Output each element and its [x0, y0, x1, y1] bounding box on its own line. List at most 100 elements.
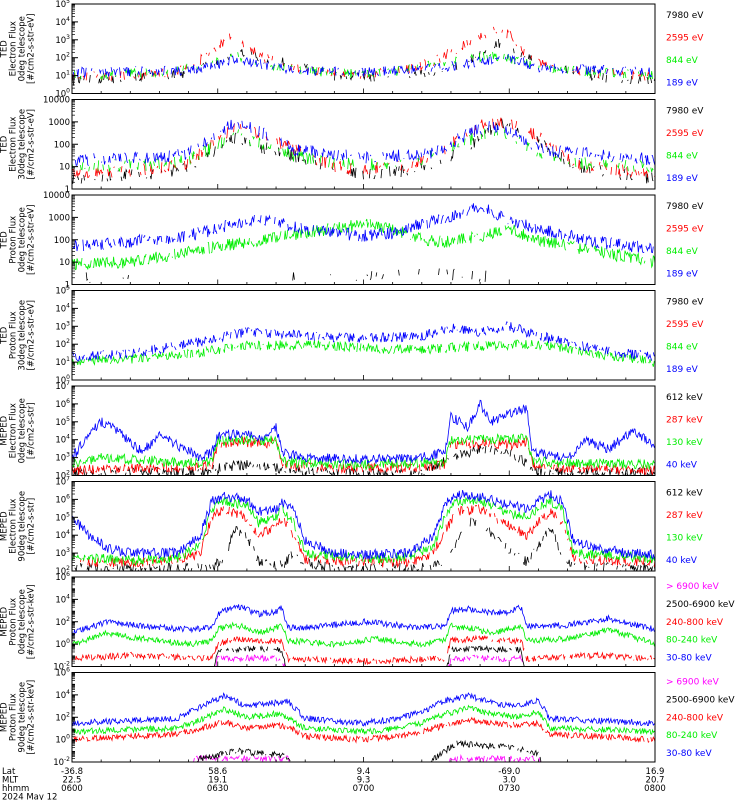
y-tick-label: 106: [55, 493, 70, 505]
panel-3: 1 10 100 1000 10000 TEDProton Flux0deg telesc…: [0, 191, 704, 291]
panel-8-series-2: [196, 739, 542, 762]
y-tick-label: 104: [55, 434, 70, 446]
y-axis-label: TEDProton Flux0deg telescope[#/cm2-s-str…: [0, 205, 37, 275]
legend-entry: 844 eV: [666, 56, 699, 66]
legend-entry: 2500-6900 keV: [666, 600, 735, 610]
panel-3-series-2: [72, 218, 655, 271]
legend-entry: 612 keV: [666, 489, 703, 499]
x-lat-label: 9.4: [357, 767, 371, 777]
panel-frame: [71, 576, 656, 667]
y-tick-label: 103: [55, 452, 70, 464]
y-axis-label: MEPEDElectron Flux0deg telescope[#/cm2-s…: [0, 398, 37, 463]
x-lat-label: 16.9: [646, 767, 665, 777]
y-tick-label: 104: [55, 689, 70, 701]
legend-entry: 30-80 keV: [666, 749, 712, 759]
panel-6-series-1: [74, 517, 655, 571]
y-tick-label: 10000: [43, 191, 70, 201]
panel-4: 100 101 102 103 104 105 TEDProton Flux30deg te…: [0, 285, 704, 387]
panel-2-series-3: [72, 128, 654, 173]
panel-1-series-3: [74, 51, 653, 81]
y-tick-label: 104: [55, 16, 70, 28]
y-tick-label: 101: [55, 356, 70, 368]
legend-entry: 2595 eV: [666, 34, 704, 44]
y-tick-label: 100: [55, 374, 70, 386]
y-tick-label: 105: [55, 285, 70, 297]
y-tick-label: 103: [55, 34, 70, 46]
legend-entry: 612 keV: [666, 393, 703, 403]
x-hhmm-label: 0700: [353, 784, 375, 794]
y-tick-label: 102: [55, 711, 70, 723]
legend-entry: 2595 eV: [666, 129, 704, 139]
x-row-label: Lat: [2, 767, 16, 777]
panel-8: 10-2 100 102 104 106 MEPEDProton Flux90deg te…: [0, 667, 735, 769]
x-lat-label: -36.8: [61, 767, 83, 777]
y-axis-label: MEPEDElectron Flux90deg telescope[#/cm2-…: [0, 491, 37, 562]
panel-7: 10-2 100 102 104 106 MEPEDProton Flux0deg tel…: [0, 571, 735, 673]
legend-entry: 287 keV: [666, 511, 703, 521]
panel-7-series-4: [72, 621, 655, 648]
x-mlt-label: 20.7: [646, 776, 665, 786]
y-tick-label: 102: [55, 616, 70, 628]
y-tick-label: 100: [54, 140, 70, 150]
y-tick-label: 104: [55, 529, 70, 541]
y-axis-label: MEPEDProton Flux90deg telescope[#/cm2-s-…: [0, 680, 37, 755]
y-tick-label: 100: [54, 236, 70, 246]
legend-entry: 130 keV: [666, 438, 703, 448]
y-tick-label: 10-2: [53, 756, 70, 768]
legend-entry: 844 eV: [666, 342, 699, 352]
x-row-label: hhmm: [2, 784, 29, 794]
y-tick-label: 10000: [43, 96, 70, 106]
y-tick-label: 105: [55, 416, 70, 428]
y-tick-label: 1: [65, 281, 70, 291]
y-tick-label: 107: [55, 380, 70, 392]
legend-entry: 7980 eV: [666, 298, 704, 308]
y-tick-label: 10: [59, 163, 70, 173]
y-tick-label: 102: [55, 470, 70, 482]
panel-6-series-3: [72, 495, 655, 566]
panel-5-series-2: [72, 436, 655, 476]
panel-8-series-3: [73, 716, 655, 744]
panel-5-series-1: [73, 444, 655, 476]
legend-entry: 189 eV: [666, 269, 699, 279]
panel-1: 100 101 102 103 104 105 TEDElectron Flux0deg t…: [0, 0, 704, 100]
x-mlt-label: 3.0: [502, 776, 516, 786]
legend-entry: 7980 eV: [666, 202, 704, 212]
legend-entry: 40 keV: [666, 556, 698, 566]
y-tick-label: 106: [55, 667, 70, 679]
legend-entry: 189 eV: [666, 365, 699, 375]
legend-entry: 189 eV: [666, 78, 699, 88]
panel-2: 1 10 100 1000 10000 TEDElectron Flux30deg tel…: [0, 96, 704, 196]
x-hhmm-label: 0800: [644, 784, 666, 794]
x-hhmm-label: 0730: [498, 784, 520, 794]
y-tick-label: 102: [55, 565, 70, 577]
panel-2-series-4: [74, 119, 655, 166]
y-tick-label: 106: [55, 398, 70, 410]
y-axis-label: MEPEDProton Flux0deg telescope[#/cm2-s-s…: [0, 584, 37, 659]
y-tick-label: 106: [55, 571, 70, 583]
legend-entry: 30-80 keV: [666, 654, 712, 664]
legend-entry: > 6900 keV: [666, 677, 720, 687]
panel-8-series-4: [72, 704, 655, 736]
legend-entry: 130 keV: [666, 533, 703, 543]
y-tick-label: 102: [55, 52, 70, 64]
y-tick-label: 103: [55, 547, 70, 559]
y-axis-label: TEDProton Flux30deg telescope[#/cm2-s-st…: [0, 300, 37, 371]
legend-entry: 40 keV: [666, 460, 698, 470]
x-row-label: 2024 May 12: [2, 793, 57, 800]
legend-entry: 80-240 keV: [666, 636, 718, 646]
legend-entry: 2595 eV: [666, 320, 704, 330]
x-hhmm-label: 0630: [207, 784, 229, 794]
legend-entry: 80-240 keV: [666, 731, 718, 741]
y-tick-label: 100: [55, 638, 70, 650]
y-axis-label: TEDElectron Flux30deg telescope[#/cm2-s-…: [0, 109, 37, 180]
x-row-label: MLT: [2, 776, 19, 786]
legend-entry: 240-800 keV: [666, 618, 724, 628]
panel-7-series-1: [214, 655, 524, 666]
legend-entry: 7980 eV: [666, 107, 704, 117]
panel-1-series-1: [72, 38, 655, 86]
legend-entry: 844 eV: [666, 151, 699, 161]
y-tick-label: 1000: [48, 118, 70, 128]
legend-entry: 2595 eV: [666, 225, 704, 235]
y-tick-label: 100: [55, 88, 70, 100]
legend-entry: > 6900 keV: [666, 582, 720, 592]
